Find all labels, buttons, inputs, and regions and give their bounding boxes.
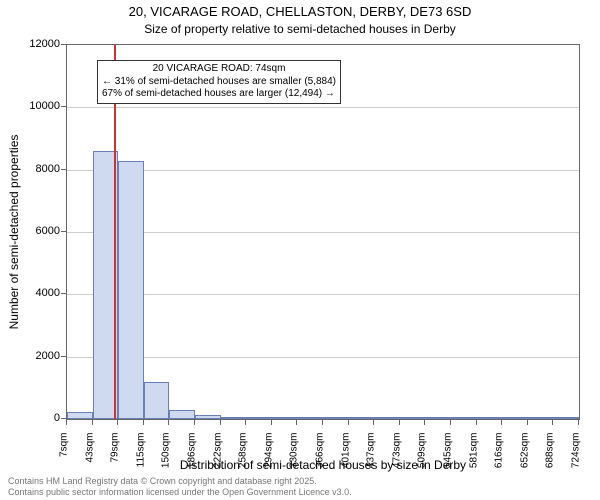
histogram-bar (246, 417, 272, 419)
histogram-bar (502, 417, 528, 419)
callout-line-2: ← 31% of semi-detached houses are smalle… (102, 76, 336, 89)
x-tick-mark (220, 420, 221, 425)
x-tick-mark (296, 420, 297, 425)
x-tick-mark (424, 420, 425, 425)
histogram-bar (169, 410, 195, 419)
gridline (67, 170, 579, 171)
x-tick-mark (348, 420, 349, 425)
x-tick-mark (373, 420, 374, 425)
y-tick-label: 6000 (36, 225, 60, 237)
footer-line-1: Contains HM Land Registry data © Crown c… (8, 476, 352, 487)
x-tick-mark (143, 420, 144, 425)
histogram-bar (400, 417, 426, 419)
gridline (67, 232, 579, 233)
histogram-bar (118, 161, 144, 419)
y-tick-label: 2000 (36, 350, 60, 362)
x-tick-mark (194, 420, 195, 425)
plot-area: 20 VICARAGE ROAD: 74sqm ← 31% of semi-de… (66, 44, 580, 420)
x-tick-mark (92, 420, 93, 425)
histogram-bar (272, 417, 298, 419)
gridline (67, 294, 579, 295)
footer-attribution: Contains HM Land Registry data © Crown c… (8, 476, 352, 498)
x-tick-mark (450, 420, 451, 425)
histogram-bar (374, 417, 400, 419)
gridline (67, 357, 579, 358)
x-tick-mark (117, 420, 118, 425)
histogram-bar (425, 417, 451, 419)
y-tick-label: 12000 (29, 38, 60, 50)
histogram-bar (477, 417, 503, 419)
histogram-bar (553, 417, 579, 419)
y-tick-label: 4000 (36, 287, 60, 299)
chart-title: 20, VICARAGE ROAD, CHELLASTON, DERBY, DE… (0, 4, 600, 19)
histogram-bar (323, 417, 349, 419)
x-axis-label: Distribution of semi-detached houses by … (66, 458, 580, 472)
footer-line-2: Contains public sector information licen… (8, 487, 352, 498)
callout-line-3: 67% of semi-detached houses are larger (… (102, 88, 336, 101)
histogram-bar (195, 415, 221, 419)
histogram-bar (144, 382, 170, 419)
callout-line-1: 20 VICARAGE ROAD: 74sqm (102, 63, 336, 76)
x-tick-mark (527, 420, 528, 425)
histogram-bar (349, 417, 375, 419)
x-tick-mark (271, 420, 272, 425)
histogram-bar (451, 417, 477, 419)
histogram-bar (297, 417, 323, 419)
histogram-bar (221, 417, 247, 419)
gridline (67, 107, 579, 108)
y-tick-label: 10000 (29, 100, 60, 112)
histogram-bar (67, 412, 93, 419)
y-axis-label: Number of semi-detached properties (7, 135, 21, 330)
x-tick-mark (399, 420, 400, 425)
chart-container: 20, VICARAGE ROAD, CHELLASTON, DERBY, DE… (0, 0, 600, 500)
x-tick-mark (578, 420, 579, 425)
x-tick-mark (552, 420, 553, 425)
y-tick-label: 0 (54, 412, 60, 424)
x-tick-mark (322, 420, 323, 425)
chart-subtitle: Size of property relative to semi-detach… (0, 22, 600, 36)
x-tick-mark (245, 420, 246, 425)
callout-box: 20 VICARAGE ROAD: 74sqm ← 31% of semi-de… (97, 60, 341, 104)
x-tick-mark (501, 420, 502, 425)
x-tick-mark (476, 420, 477, 425)
y-tick-label: 8000 (36, 163, 60, 175)
x-tick-mark (66, 420, 67, 425)
histogram-bar (528, 417, 554, 419)
x-tick-mark (168, 420, 169, 425)
